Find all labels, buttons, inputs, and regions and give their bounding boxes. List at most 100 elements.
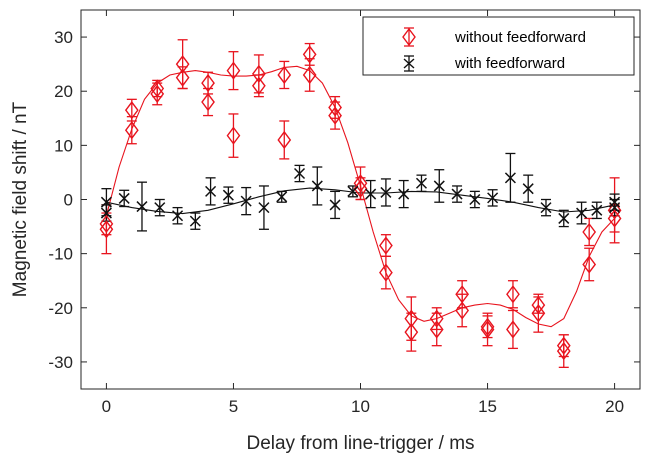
error-bar-without-feedforward bbox=[228, 113, 239, 158]
error-bar-without-feedforward bbox=[406, 312, 417, 352]
data-point-with-feedforward bbox=[522, 183, 534, 195]
data-point-without-feedforward bbox=[531, 304, 546, 323]
data-point-with-feedforward bbox=[329, 199, 341, 211]
data-point-with-feedforward bbox=[136, 201, 148, 213]
y-axis-label: Magnetic field shift / nT bbox=[10, 101, 31, 297]
error-bar-without-feedforward bbox=[584, 247, 595, 282]
data-point-without-feedforward bbox=[429, 309, 444, 328]
error-bar-without-feedforward bbox=[279, 120, 290, 160]
data-point-without-feedforward bbox=[226, 126, 241, 145]
data-point-without-feedforward bbox=[302, 65, 317, 85]
y-axis-ticks: -30 -20 -10 0 10 20 30 bbox=[48, 28, 640, 372]
data-point-without-feedforward bbox=[277, 65, 292, 85]
y-tick-label: 30 bbox=[54, 28, 73, 47]
legend-marker-with-feedforward bbox=[403, 55, 415, 72]
data-point-without-feedforward bbox=[404, 322, 419, 342]
error-bar-without-feedforward bbox=[380, 255, 391, 290]
data-point-without-feedforward bbox=[201, 73, 215, 93]
error-bar-without-feedforward bbox=[507, 309, 518, 350]
error-bar-without-feedforward bbox=[431, 312, 442, 347]
error-bar-without-feedforward bbox=[558, 334, 569, 368]
data-point-with-feedforward bbox=[469, 193, 481, 206]
data-point-without-feedforward bbox=[480, 317, 495, 336]
data-point-with-feedforward bbox=[365, 188, 377, 200]
data-point-without-feedforward bbox=[124, 121, 139, 140]
x-axis-ticks: 0 5 10 15 20 bbox=[102, 10, 624, 416]
data-point-without-feedforward bbox=[607, 209, 622, 228]
legend-label-with-feedforward: with feedforward bbox=[454, 55, 565, 72]
data-point-without-feedforward bbox=[506, 320, 520, 339]
data-point-without-feedforward bbox=[506, 285, 520, 304]
y-tick-label: 20 bbox=[54, 82, 73, 101]
data-point-without-feedforward bbox=[328, 106, 342, 125]
data-point-without-feedforward bbox=[455, 301, 470, 320]
data-point-with-feedforward bbox=[154, 202, 166, 214]
data-point-without-feedforward bbox=[607, 201, 622, 220]
error-bar-without-feedforward bbox=[228, 51, 239, 91]
data-point-without-feedforward bbox=[379, 236, 393, 255]
data-point-with-feedforward bbox=[380, 186, 392, 198]
data-point-without-feedforward bbox=[302, 45, 317, 64]
data-point-with-feedforward bbox=[276, 191, 288, 203]
y-tick-label: -30 bbox=[48, 353, 73, 372]
data-point-with-feedforward bbox=[504, 172, 516, 184]
legend-marker-without-feedforward bbox=[402, 27, 416, 47]
data-point-without-feedforward bbox=[404, 309, 419, 328]
data-point-with-feedforward bbox=[293, 167, 306, 180]
data-point-without-feedforward bbox=[175, 68, 190, 87]
data-point-with-feedforward bbox=[118, 192, 130, 204]
data-point-without-feedforward bbox=[99, 214, 114, 234]
y-tick-label: -20 bbox=[48, 299, 73, 318]
data-point-with-feedforward bbox=[172, 210, 184, 222]
data-point-with-feedforward bbox=[609, 196, 621, 208]
data-point-with-feedforward bbox=[240, 195, 252, 207]
data-point-without-feedforward bbox=[150, 79, 165, 98]
data-point-without-feedforward bbox=[277, 130, 292, 150]
data-point-without-feedforward bbox=[124, 100, 139, 120]
data-point-without-feedforward bbox=[556, 341, 571, 361]
data-point-without-feedforward bbox=[531, 295, 546, 315]
data-point-without-feedforward bbox=[353, 179, 368, 198]
data-point-with-feedforward bbox=[433, 180, 445, 192]
data-point-with-feedforward bbox=[487, 192, 499, 204]
legend: without feedforward with feedforward bbox=[362, 16, 635, 76]
data-point-without-feedforward bbox=[328, 98, 342, 117]
x-axis-label: Delay from line-trigger / ms bbox=[246, 433, 474, 454]
data-point-with-feedforward bbox=[451, 188, 463, 200]
data-point-without-feedforward bbox=[429, 320, 444, 339]
x-tick-label: 0 bbox=[102, 397, 111, 416]
legend-label-without-feedforward: without feedforward bbox=[454, 29, 586, 46]
data-point-without-feedforward bbox=[480, 320, 495, 339]
data-point-with-feedforward bbox=[591, 204, 603, 216]
data-point-without-feedforward bbox=[251, 64, 266, 84]
data-markers bbox=[99, 45, 622, 361]
x-tick-label: 5 bbox=[229, 397, 238, 416]
data-point-with-feedforward bbox=[222, 189, 234, 201]
data-point-without-feedforward bbox=[226, 61, 241, 80]
data-point-without-feedforward bbox=[582, 222, 597, 242]
data-point-with-feedforward bbox=[609, 202, 621, 214]
y-tick-label: 10 bbox=[54, 136, 73, 155]
data-point-without-feedforward bbox=[251, 76, 266, 95]
x-tick-label: 15 bbox=[478, 397, 497, 416]
data-point-without-feedforward bbox=[201, 92, 215, 112]
data-point-with-feedforward bbox=[189, 215, 201, 227]
data-point-with-feedforward bbox=[540, 202, 552, 214]
x-tick-label: 10 bbox=[351, 397, 370, 416]
y-tick-label: -10 bbox=[48, 245, 73, 264]
data-point-without-feedforward bbox=[582, 255, 597, 274]
data-point-with-feedforward bbox=[398, 188, 410, 200]
data-point-without-feedforward bbox=[175, 54, 190, 74]
data-point-with-feedforward bbox=[415, 177, 428, 189]
data-point-without-feedforward bbox=[99, 220, 114, 239]
data-point-with-feedforward bbox=[558, 212, 570, 224]
error-bar-without-feedforward bbox=[457, 293, 468, 328]
data-point-with-feedforward bbox=[576, 207, 588, 219]
x-tick-label: 20 bbox=[605, 397, 624, 416]
y-tick-label: 0 bbox=[64, 191, 73, 210]
data-point-without-feedforward bbox=[556, 336, 571, 355]
data-point-with-feedforward bbox=[100, 196, 112, 208]
data-point-without-feedforward bbox=[379, 263, 393, 282]
data-point-with-feedforward bbox=[100, 207, 112, 219]
